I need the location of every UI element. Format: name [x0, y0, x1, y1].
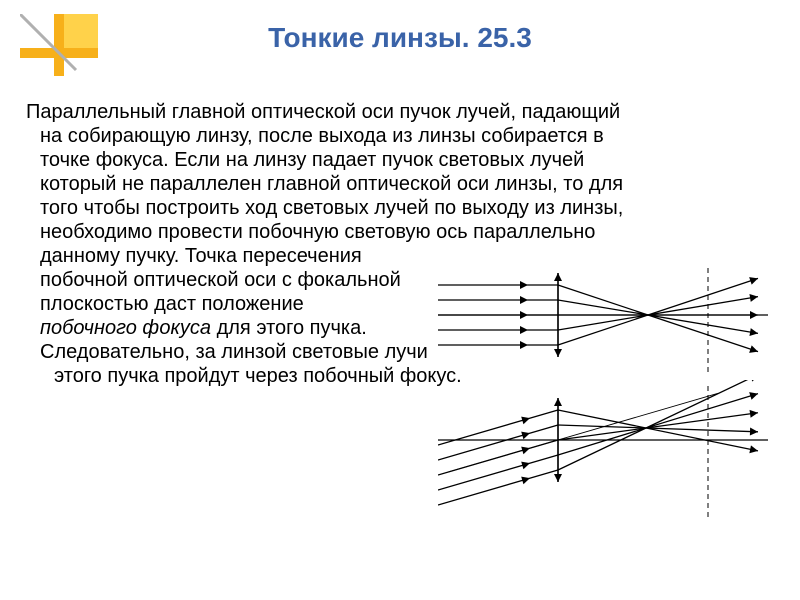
body-line: необходимо провести побочную световую ос…	[26, 220, 774, 244]
body-line: точке фокуса. Если на линзу падает пучок…	[26, 148, 774, 172]
body-line-rest: для этого пучка.	[211, 317, 367, 339]
ray-diagrams	[438, 260, 778, 550]
body-line: который не параллелен главной оптической…	[26, 172, 774, 196]
diagram-parallel-rays	[438, 260, 778, 380]
page-title: Тонкие линзы. 25.3	[0, 22, 800, 54]
body-line: Параллельный главной оптической оси пучо…	[26, 101, 620, 123]
body-line-italic: побочного фокуса	[40, 317, 211, 339]
body-line: того чтобы построить ход световых лучей …	[26, 196, 774, 220]
body-line: на собирающую линзу, после выхода из лин…	[26, 124, 774, 148]
diagram-oblique-rays	[438, 380, 778, 530]
